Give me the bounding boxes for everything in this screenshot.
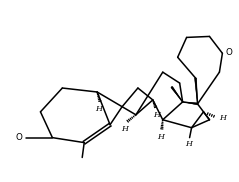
Text: H: H xyxy=(95,105,103,113)
Polygon shape xyxy=(183,102,198,105)
Text: H: H xyxy=(157,132,164,141)
Text: H: H xyxy=(153,111,160,119)
Text: H: H xyxy=(121,125,128,133)
Polygon shape xyxy=(195,78,198,104)
Text: O: O xyxy=(16,133,23,142)
Text: O: O xyxy=(225,48,232,57)
Text: H: H xyxy=(185,141,192,149)
Text: H: H xyxy=(219,114,226,122)
Polygon shape xyxy=(171,86,183,102)
